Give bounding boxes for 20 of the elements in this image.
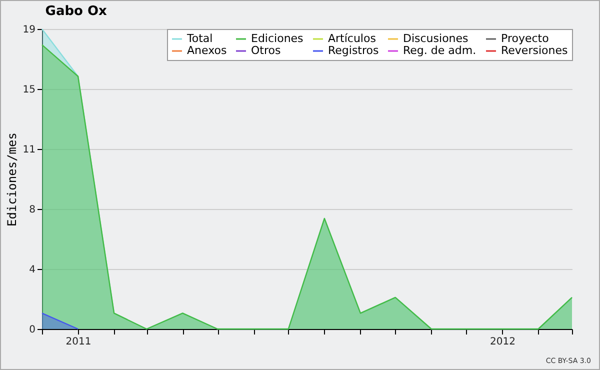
- legend-label: Anexos: [187, 44, 227, 57]
- y-tick-label: 15: [22, 84, 36, 96]
- y-tick-label: 8: [29, 204, 36, 216]
- y-axis-title: Ediciones/mes: [4, 132, 19, 226]
- chart-title: Gabo Ox: [45, 4, 108, 19]
- legend-label: Reversiones: [501, 44, 568, 57]
- legend-label: Otros: [251, 44, 281, 57]
- legend-label: Discusiones: [403, 32, 469, 45]
- y-tick-label: 19: [22, 24, 36, 36]
- legend-label: Total: [186, 32, 213, 45]
- legend-label: Artículos: [328, 32, 376, 45]
- legend-label: Proyecto: [501, 32, 550, 45]
- y-tick-label: 11: [22, 144, 36, 156]
- legend-label: Ediciones: [251, 32, 304, 45]
- legend-label: Registros: [328, 44, 380, 57]
- legend-label: Reg. de adm.: [403, 44, 476, 57]
- y-tick-label: 4: [29, 264, 36, 276]
- y-tick-label: 0: [29, 324, 36, 336]
- x-tick-label: 2011: [66, 336, 92, 348]
- x-tick-label: 2012: [490, 336, 516, 348]
